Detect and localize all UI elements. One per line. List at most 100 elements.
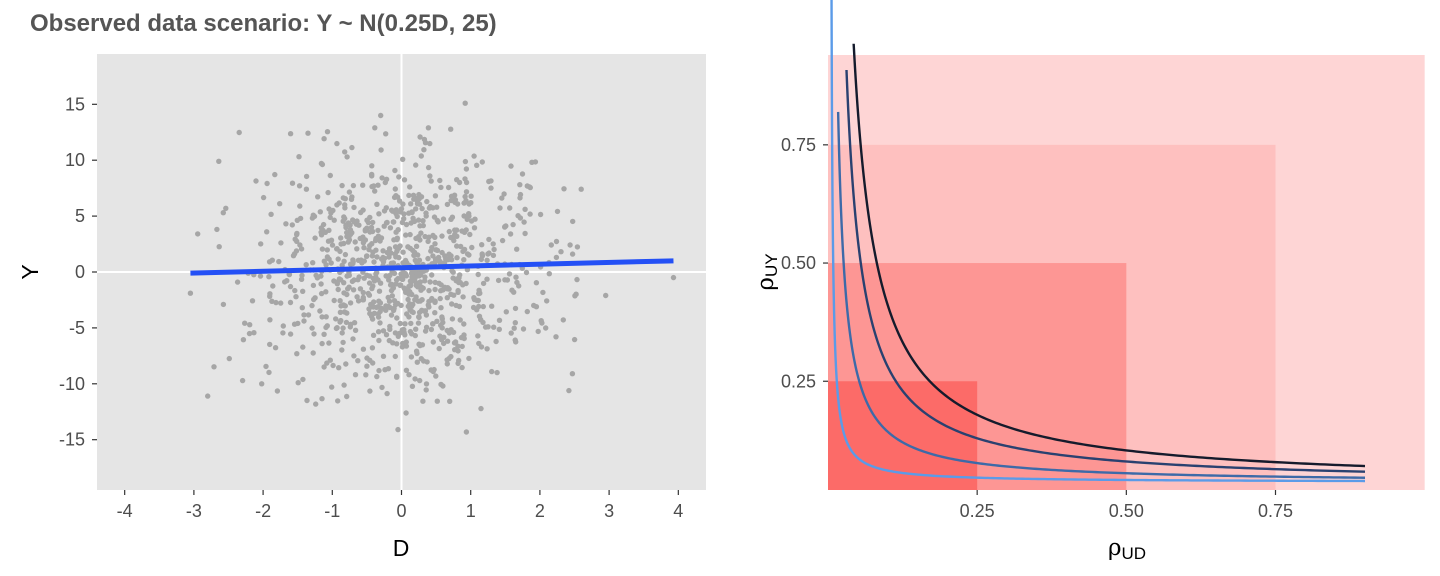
data-point	[544, 298, 550, 304]
data-point	[303, 262, 309, 268]
data-point	[320, 227, 326, 233]
data-point	[444, 201, 451, 208]
data-point	[450, 329, 457, 335]
data-point	[367, 388, 373, 394]
data-point	[433, 373, 439, 379]
data-point	[301, 318, 307, 324]
data-point	[502, 277, 508, 283]
data-point	[426, 234, 432, 240]
data-point	[414, 273, 420, 279]
data-point	[211, 364, 217, 370]
data-point	[463, 166, 470, 172]
data-point	[380, 248, 386, 254]
x-tick-label: 0.75	[1258, 501, 1293, 521]
data-point	[480, 319, 486, 326]
data-point	[434, 398, 440, 404]
data-point	[365, 219, 372, 226]
data-point	[429, 244, 435, 251]
data-point	[286, 271, 293, 278]
contour-line	[852, 43, 1366, 468]
data-point	[370, 360, 376, 366]
data-point	[432, 299, 438, 305]
data-point	[369, 163, 375, 169]
data-point	[342, 149, 348, 155]
data-point	[474, 297, 480, 303]
x-tick-label: 0.25	[960, 501, 995, 521]
data-point	[298, 246, 305, 252]
data-point	[444, 361, 450, 367]
data-point	[449, 301, 455, 307]
data-point	[216, 244, 222, 250]
data-point	[240, 337, 247, 343]
data-point	[453, 302, 459, 309]
data-point	[475, 271, 481, 278]
data-point	[346, 237, 353, 243]
data-point	[462, 100, 468, 106]
data-point	[428, 178, 434, 184]
data-point	[454, 255, 460, 261]
data-point	[508, 330, 514, 336]
data-point	[361, 245, 367, 251]
data-point	[523, 269, 530, 276]
data-point	[347, 300, 354, 306]
data-point	[253, 178, 259, 184]
data-point	[391, 270, 398, 276]
data-point	[342, 251, 349, 258]
data-point	[319, 246, 326, 252]
data-point	[425, 238, 431, 245]
y-tick-label: 0.75	[781, 135, 816, 155]
data-point	[438, 282, 444, 288]
data-point	[341, 382, 347, 388]
data-point	[335, 286, 341, 293]
data-point	[259, 381, 265, 387]
data-point	[273, 299, 279, 306]
data-point	[553, 334, 559, 340]
data-point	[370, 304, 377, 310]
data-point	[327, 172, 333, 179]
data-point	[394, 315, 400, 321]
data-point	[293, 294, 299, 300]
data-point	[287, 283, 294, 290]
data-point	[350, 336, 356, 342]
data-point	[357, 286, 364, 292]
data-point	[456, 179, 463, 186]
data-point	[354, 294, 360, 300]
data-point	[334, 140, 340, 147]
data-point	[349, 144, 355, 151]
data-point	[334, 246, 340, 252]
data-point	[403, 232, 409, 238]
data-point	[437, 177, 443, 184]
data-point	[427, 279, 433, 285]
data-point	[413, 162, 419, 168]
data-point	[405, 296, 411, 303]
data-point	[408, 320, 414, 327]
data-point	[508, 163, 514, 169]
data-point	[527, 211, 533, 217]
data-point	[369, 345, 376, 351]
data-point	[383, 131, 389, 137]
data-point	[445, 256, 451, 263]
data-point	[397, 243, 403, 249]
data-point	[247, 322, 253, 328]
data-point	[414, 359, 420, 365]
data-point	[409, 383, 416, 389]
data-point	[418, 153, 424, 159]
data-point	[400, 156, 406, 162]
data-point	[489, 303, 495, 309]
data-point	[428, 326, 435, 333]
data-point	[440, 287, 446, 293]
y-tick-label: 0.50	[781, 253, 816, 273]
data-point	[485, 324, 491, 330]
data-point	[524, 183, 530, 189]
data-point	[388, 312, 395, 318]
data-point	[342, 196, 348, 202]
data-point	[558, 249, 564, 255]
data-point	[427, 203, 433, 210]
data-point	[277, 201, 283, 207]
data-point	[369, 171, 375, 178]
data-point	[223, 205, 229, 211]
data-point	[491, 324, 497, 330]
data-point	[407, 290, 413, 296]
data-point	[561, 186, 567, 192]
data-point	[323, 324, 329, 331]
